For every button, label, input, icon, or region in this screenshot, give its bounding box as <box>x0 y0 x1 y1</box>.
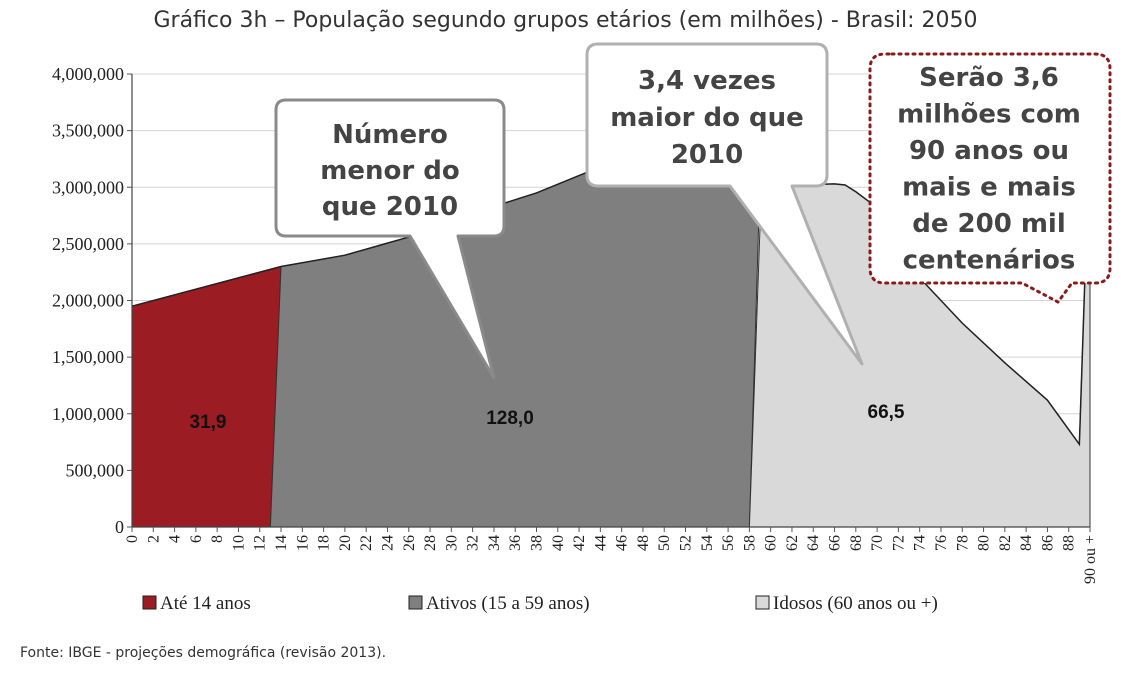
callout-text-line: 90 anos ou <box>909 136 1069 166</box>
legend-label: Ativos (15 a 59 anos) <box>426 593 590 614</box>
callout-text-line: menor do <box>320 156 459 186</box>
y-tick-label: 1,500,000 <box>52 347 124 367</box>
x-tick-label: 58 <box>741 535 758 551</box>
x-tick-label: 12 <box>252 535 269 551</box>
x-tick-label: 70 <box>869 535 886 551</box>
chart-title: Gráfico 3h – População segundo grupos et… <box>153 8 978 33</box>
x-tick-label: 64 <box>805 535 822 551</box>
x-tick-label: 8 <box>209 535 226 543</box>
x-tick-label: 52 <box>678 535 695 551</box>
x-tick-label: 56 <box>720 535 737 551</box>
x-tick-label: 18 <box>316 535 333 551</box>
x-tick-label: 24 <box>379 535 396 551</box>
x-tick-label: 14 <box>273 535 290 551</box>
x-tick-label: 38 <box>528 535 545 551</box>
x-tick-label: 86 <box>1039 535 1056 551</box>
data-label: 31,9 <box>190 412 227 433</box>
x-tick-label: 22 <box>358 535 375 551</box>
x-tick-label: 34 <box>486 535 503 551</box>
x-tick-label: 6 <box>188 535 205 543</box>
x-tick-label: 28 <box>422 535 439 551</box>
callout-text-line: de 200 mil <box>912 209 1066 239</box>
y-tick-label: 2,000,000 <box>52 291 124 311</box>
x-tick-label: 10 <box>230 535 247 551</box>
legend-swatch <box>408 595 423 610</box>
x-tick-label: 46 <box>614 535 631 551</box>
callout-bubble-centenarians <box>868 52 1112 304</box>
x-tick-label: 40 <box>550 535 567 551</box>
x-tick-label: 80 <box>976 535 993 551</box>
x-tick-label: 74 <box>912 535 929 551</box>
x-tick-label: 16 <box>294 535 311 551</box>
callout-text-line: Número <box>332 120 448 150</box>
x-tick-label: 50 <box>656 535 673 551</box>
x-tick-label: 26 <box>401 535 418 551</box>
y-tick-label: 4,000,000 <box>52 64 124 84</box>
x-tick-label: 88 <box>1061 535 1078 551</box>
x-tick-label: 84 <box>1018 535 1035 551</box>
x-tick-label: 32 <box>465 535 482 551</box>
y-tick-label: 1,000,000 <box>52 404 124 424</box>
callout-text-line: maior do que <box>610 103 804 133</box>
x-tick-label: 68 <box>848 535 865 551</box>
callout-text-line: 2010 <box>671 140 743 170</box>
x-tick-label: 60 <box>763 535 780 551</box>
legend-swatch <box>142 595 157 610</box>
callout-text-line: que 2010 <box>322 192 458 222</box>
x-tick-label: 78 <box>954 535 971 551</box>
x-tick-label: 54 <box>699 535 716 551</box>
x-tick-label: 4 <box>167 535 184 543</box>
legend-label: Idosos (60 anos ou +) <box>773 593 938 614</box>
x-tick-label: 2 <box>145 535 162 543</box>
x-tick-label: 90 ou + <box>1082 535 1099 584</box>
x-tick-label: 20 <box>337 535 354 551</box>
callout-text-line: milhões com <box>897 100 1081 130</box>
x-tick-label: 0 <box>124 535 141 543</box>
data-label: 128,0 <box>486 408 534 429</box>
legend-swatch <box>755 595 770 610</box>
x-tick-label: 36 <box>507 535 524 551</box>
x-tick-label: 62 <box>784 535 801 551</box>
source-note: Fonte: IBGE - projeções demográfica (rev… <box>20 645 387 661</box>
callout-text-line: Serão 3,6 <box>919 63 1059 93</box>
y-tick-label: 3,500,000 <box>52 121 124 141</box>
callout-text-line: mais e mais <box>902 173 1076 203</box>
area-young <box>131 265 282 528</box>
y-tick-label: 0 <box>115 517 124 537</box>
x-tick-label: 48 <box>635 535 652 551</box>
x-tick-label: 44 <box>592 535 609 551</box>
x-tick-label: 76 <box>933 535 950 551</box>
x-tick-label: 82 <box>997 535 1014 551</box>
y-tick-label: 500,000 <box>66 460 125 480</box>
x-tick-label: 42 <box>571 535 588 551</box>
data-label: 66,5 <box>868 402 905 423</box>
y-tick-label: 3,000,000 <box>52 177 124 197</box>
x-tick-label: 66 <box>827 535 844 551</box>
callout-bubble-elderly <box>585 42 864 366</box>
callout-text-line: 3,4 vezes <box>638 66 776 96</box>
x-tick-label: 30 <box>443 535 460 551</box>
x-tick-label: 72 <box>890 535 907 551</box>
callout-text-line: centenários <box>903 246 1076 276</box>
legend-label: Até 14 anos <box>160 593 251 614</box>
callout-bubble-young <box>274 98 506 380</box>
y-tick-label: 2,500,000 <box>52 234 124 254</box>
